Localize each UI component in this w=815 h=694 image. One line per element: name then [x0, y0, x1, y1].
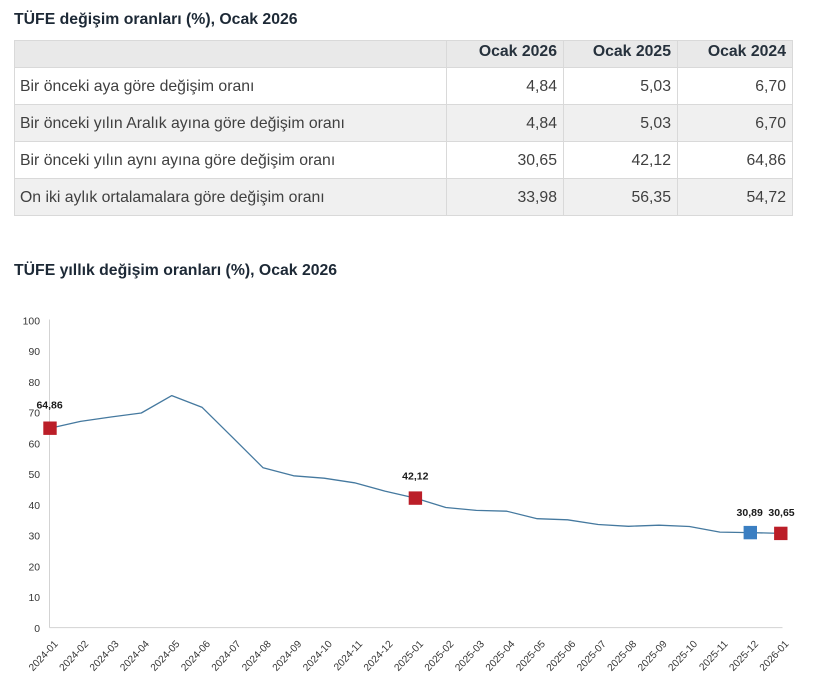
svg-text:2025-04: 2025-04 [484, 639, 518, 674]
svg-text:30,89: 30,89 [737, 507, 763, 519]
svg-text:2024-06: 2024-06 [179, 639, 213, 674]
svg-text:2026-01: 2026-01 [758, 639, 792, 674]
svg-text:2025-12: 2025-12 [728, 639, 762, 674]
svg-text:70: 70 [28, 409, 40, 420]
svg-text:2025-08: 2025-08 [606, 639, 640, 674]
svg-text:60: 60 [28, 439, 40, 450]
svg-text:30: 30 [28, 532, 40, 543]
svg-text:2024-09: 2024-09 [271, 639, 305, 674]
svg-text:0: 0 [34, 624, 40, 635]
svg-text:10: 10 [28, 593, 40, 604]
svg-text:2024-12: 2024-12 [362, 639, 396, 674]
svg-text:2024-02: 2024-02 [58, 639, 92, 674]
svg-text:2024-01: 2024-01 [27, 639, 61, 674]
svg-text:100: 100 [23, 316, 41, 327]
svg-text:2024-05: 2024-05 [149, 639, 183, 674]
svg-text:2024-03: 2024-03 [88, 639, 122, 674]
svg-text:2025-06: 2025-06 [545, 639, 579, 674]
svg-text:80: 80 [28, 378, 40, 389]
svg-text:50: 50 [28, 470, 40, 481]
svg-text:2024-11: 2024-11 [332, 639, 365, 674]
svg-text:2024-08: 2024-08 [240, 639, 274, 674]
svg-text:2024-04: 2024-04 [118, 639, 152, 674]
svg-text:64,86: 64,86 [36, 400, 62, 412]
svg-text:2025-03: 2025-03 [453, 639, 487, 674]
svg-text:2025-02: 2025-02 [423, 639, 457, 674]
svg-text:2025-05: 2025-05 [514, 639, 548, 674]
svg-text:40: 40 [28, 501, 40, 512]
svg-text:2025-09: 2025-09 [636, 639, 670, 674]
svg-text:90: 90 [28, 347, 40, 358]
svg-text:42,12: 42,12 [402, 471, 428, 483]
svg-text:2024-07: 2024-07 [210, 639, 244, 674]
svg-text:2025-07: 2025-07 [575, 639, 609, 674]
svg-text:20: 20 [28, 562, 40, 573]
svg-text:2025-01: 2025-01 [393, 639, 427, 674]
svg-text:2025-10: 2025-10 [667, 639, 701, 674]
svg-text:30,65: 30,65 [768, 507, 794, 519]
svg-text:2025-11: 2025-11 [698, 639, 731, 674]
svg-text:2024-10: 2024-10 [301, 639, 335, 674]
